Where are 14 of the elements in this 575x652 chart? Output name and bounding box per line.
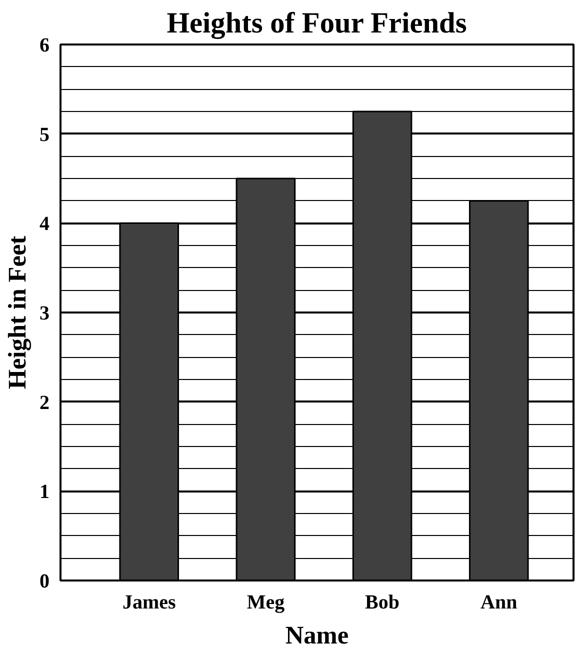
y-tick-label: 3 [40, 302, 50, 324]
y-tick-label: 6 [40, 34, 50, 56]
x-tick-label: Bob [365, 592, 400, 614]
y-tick-label: 0 [40, 570, 50, 592]
y-tick-label: 1 [40, 481, 50, 504]
y-tick-label: 5 [40, 124, 50, 146]
chart-title: Heights of Four Friends [166, 8, 467, 40]
x-tick-label: James [122, 592, 176, 614]
y-axis-title: Height in Feet [4, 235, 32, 390]
x-tick-label: Meg [246, 592, 285, 614]
x-axis-title: Name [285, 622, 349, 650]
y-tick-label: 2 [40, 392, 50, 414]
y-tick-label: 4 [40, 213, 50, 236]
x-tick-label: Ann [480, 592, 518, 614]
